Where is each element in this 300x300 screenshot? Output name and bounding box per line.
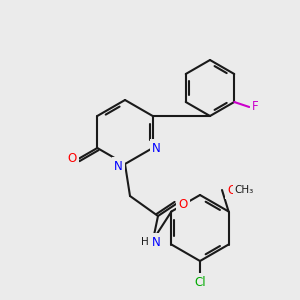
Text: O: O [227, 184, 237, 196]
Text: O: O [178, 197, 188, 211]
Text: N: N [114, 160, 122, 172]
Text: F: F [252, 100, 259, 113]
Text: N: N [152, 236, 160, 248]
Text: CH₃: CH₃ [234, 185, 254, 195]
Text: H: H [141, 237, 149, 247]
Text: Cl: Cl [194, 275, 206, 289]
Text: N: N [152, 142, 161, 154]
Text: O: O [68, 152, 77, 166]
